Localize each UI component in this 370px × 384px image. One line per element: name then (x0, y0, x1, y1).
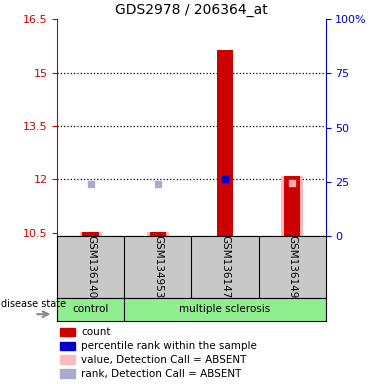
Title: GDS2978 / 206364_at: GDS2978 / 206364_at (115, 3, 268, 17)
Text: multiple sclerosis: multiple sclerosis (179, 304, 270, 314)
Bar (149, 232, 166, 236)
Text: GSM136147: GSM136147 (220, 235, 230, 299)
Text: value, Detection Call = ABSENT: value, Detection Call = ABSENT (81, 355, 247, 365)
Bar (147, 232, 169, 236)
Text: GSM136140: GSM136140 (86, 235, 96, 298)
Text: percentile rank within the sample: percentile rank within the sample (81, 341, 258, 351)
Bar (281, 176, 303, 236)
Bar (80, 232, 102, 236)
Text: GSM134953: GSM134953 (153, 235, 163, 299)
Bar (60, 356, 75, 364)
Text: disease state: disease state (1, 299, 66, 309)
Bar (284, 176, 300, 236)
Text: control: control (73, 304, 109, 314)
Bar (60, 328, 75, 336)
Bar (216, 50, 233, 236)
Text: count: count (81, 327, 111, 337)
Bar (60, 369, 75, 378)
Bar (60, 341, 75, 351)
Bar (83, 232, 99, 236)
Text: GSM136149: GSM136149 (287, 235, 297, 299)
Text: rank, Detection Call = ABSENT: rank, Detection Call = ABSENT (81, 369, 242, 379)
